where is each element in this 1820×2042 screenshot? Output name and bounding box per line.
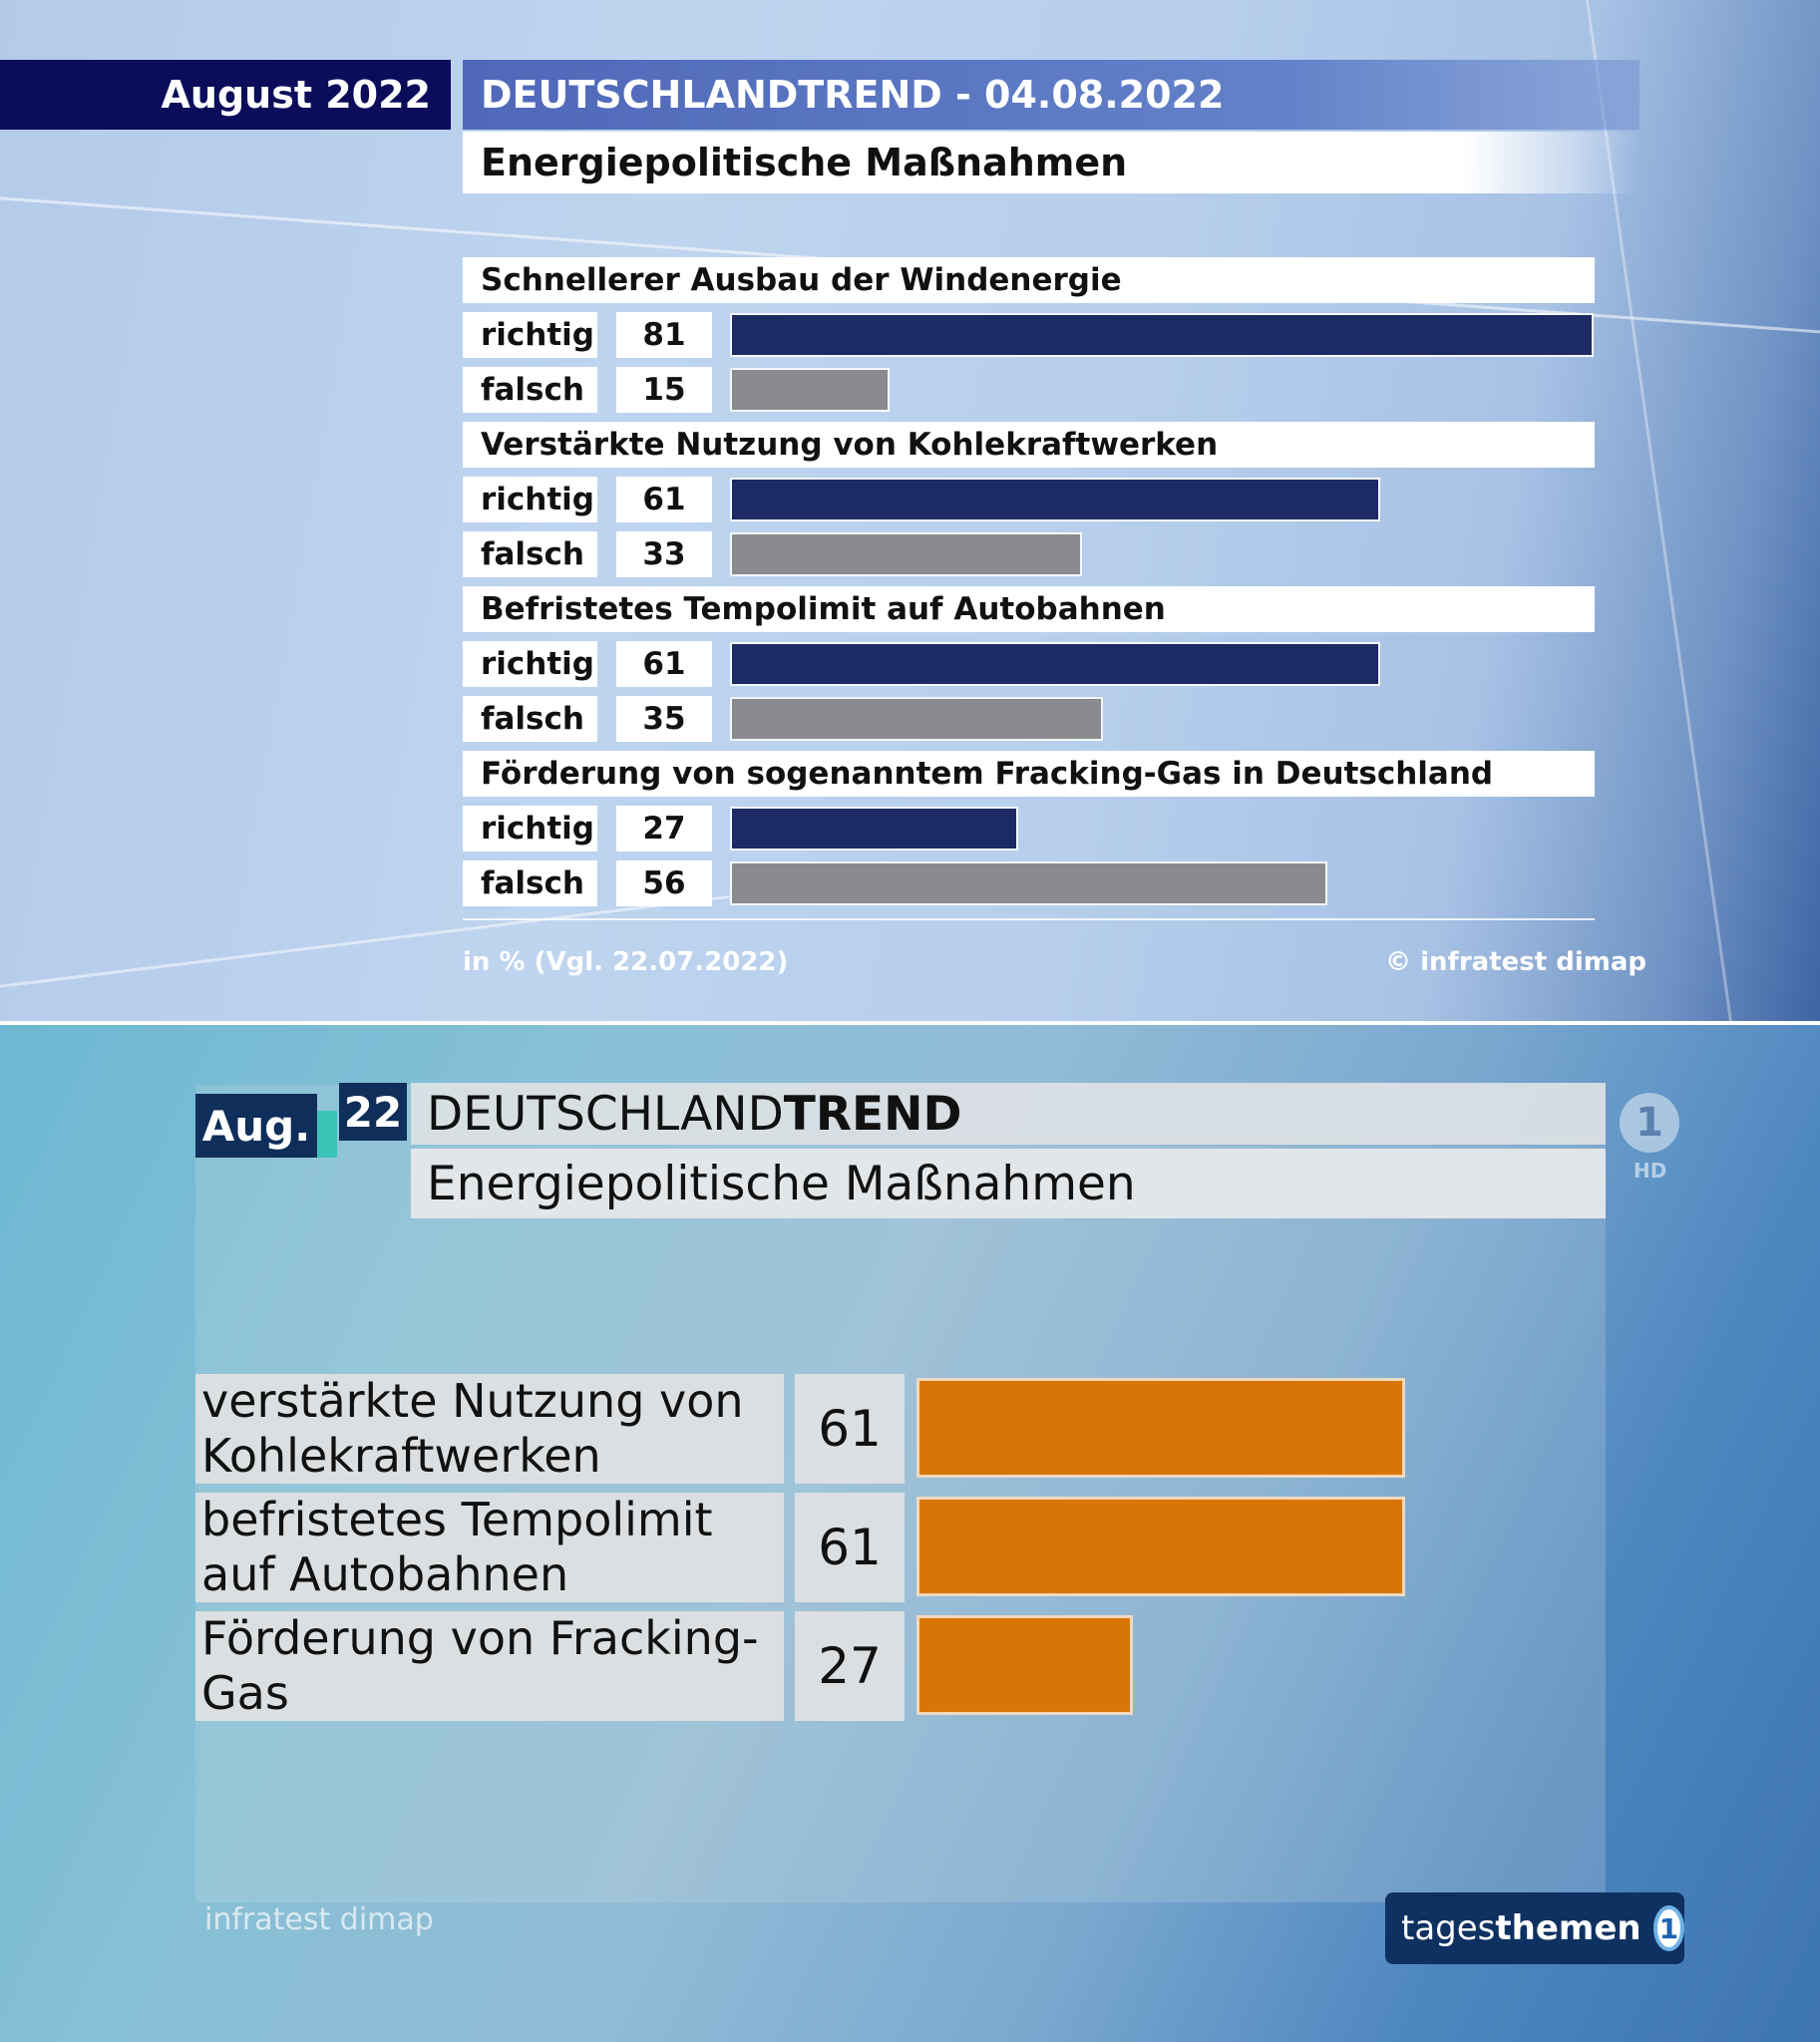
category-value: 61: [795, 1493, 905, 1602]
bottom-source: infratest dimap: [204, 1902, 434, 1937]
answer-value: 15: [616, 367, 712, 413]
answer-value: 56: [616, 860, 712, 906]
question-header: Befristetes Tempolimit auf Autobahnen: [463, 586, 1595, 632]
question-header: Schnellerer Ausbau der Windenergie: [463, 257, 1595, 303]
answer-value: 35: [616, 696, 712, 742]
top-date-label: August 2022: [0, 60, 451, 130]
category-label-line: Förderung von Fracking-: [201, 1611, 759, 1665]
answer-label: falsch: [463, 696, 597, 742]
top-source: © infratest dimap: [1385, 947, 1646, 977]
top-subtitle: Energiepolitische Maßnahmen: [463, 132, 1639, 193]
hd-badge: HD: [1634, 1159, 1667, 1183]
top-panel: August 2022 DEUTSCHLANDTREND - 04.08.202…: [0, 0, 1820, 1021]
bar-orange: [916, 1615, 1133, 1715]
bottom-trend-bold: TREND: [783, 1086, 962, 1142]
answer-value: 33: [616, 531, 712, 577]
bottom-trend-title: DEUTSCHLAND TREND: [411, 1083, 1606, 1145]
answer-label: falsch: [463, 860, 597, 906]
bottom-accent: [317, 1111, 337, 1158]
bottom-year-badge: 22: [339, 1083, 407, 1141]
answer-value: 61: [616, 477, 712, 522]
bar-falsch: [730, 697, 1103, 741]
answer-label: richtig: [463, 806, 597, 851]
category-label: Förderung von Fracking- Gas: [195, 1611, 784, 1721]
ard-one-icon: 1: [1652, 1905, 1684, 1951]
bar-falsch: [730, 368, 890, 412]
brand-bold: themen: [1495, 1908, 1641, 1948]
answer-label: richtig: [463, 312, 597, 358]
answer-value: 81: [616, 312, 712, 358]
category-label-line: befristetes Tempolimit: [201, 1493, 713, 1546]
category-label-line: auf Autobahnen: [201, 1547, 569, 1601]
bottom-trend-light: DEUTSCHLAND: [427, 1086, 784, 1142]
answer-label: falsch: [463, 367, 597, 413]
category-value: 61: [795, 1374, 905, 1484]
bar-richtig: [730, 642, 1380, 686]
bar-orange: [916, 1378, 1405, 1478]
category-value: 27: [795, 1611, 905, 1721]
answer-value: 61: [616, 641, 712, 687]
question-header: Förderung von sogenanntem Fracking-Gas i…: [463, 751, 1595, 797]
category-label-line: verstärkte Nutzung von: [201, 1374, 744, 1428]
answer-label: richtig: [463, 641, 597, 687]
bar-richtig: [730, 313, 1594, 357]
bar-richtig: [730, 478, 1380, 521]
category-label: befristetes Tempolimit auf Autobahnen: [195, 1493, 784, 1602]
answer-label: falsch: [463, 531, 597, 577]
category-label-line: Gas: [201, 1666, 289, 1720]
answer-value: 27: [616, 806, 712, 851]
bar-richtig: [730, 807, 1018, 851]
bottom-panel: Aug. 22 DEUTSCHLAND TREND Energiepolitisc…: [0, 1025, 1820, 2042]
category-label-line: Kohlekraftwerken: [201, 1429, 601, 1483]
ard-one-icon: 1: [1620, 1093, 1679, 1153]
top-footnote: in % (Vgl. 22.07.2022): [463, 947, 789, 977]
bar-orange: [916, 1497, 1405, 1596]
brand-light: tages: [1401, 1908, 1496, 1948]
top-trend-title: DEUTSCHLANDTREND - 04.08.2022: [463, 60, 1639, 130]
category-label: verstärkte Nutzung von Kohlekraftwerken: [195, 1374, 784, 1484]
bottom-month-badge: Aug.: [195, 1094, 317, 1158]
answer-label: richtig: [463, 477, 597, 522]
bottom-subtitle: Energiepolitische Maßnahmen: [411, 1149, 1606, 1218]
tagesthemen-logo: tages themen 1: [1385, 1892, 1684, 1964]
question-header: Verstärkte Nutzung von Kohlekraftwerken: [463, 422, 1595, 468]
bar-falsch: [730, 532, 1082, 576]
bar-falsch: [730, 861, 1327, 905]
top-divider: [463, 918, 1595, 920]
